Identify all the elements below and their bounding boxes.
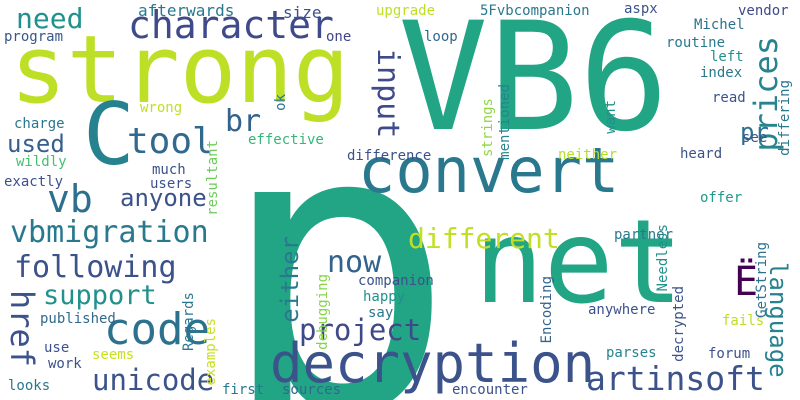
word-examples: examples [203,318,219,386]
word-strings: strings [480,98,496,158]
word-much: much [152,162,186,178]
word-encoding: Encoding [539,276,555,344]
word-vbmigration: vbmigration [10,215,209,250]
word-aspx: aspx [624,1,658,17]
word-loop: loop [424,29,458,45]
word-tool: tool [127,121,214,162]
word-afterwards: afterwards [138,1,235,20]
word-partner: partner [614,227,674,243]
word-say: say [368,305,394,321]
word-net: net [474,195,684,330]
word-input: input [370,48,405,139]
word-work: work [48,356,82,372]
word-left: left [710,49,744,65]
word-anyone: anyone [120,184,207,212]
word-neither: neither [558,147,618,163]
word-vb6: VB6 [398,0,669,165]
word-unicode: unicode [92,363,215,397]
word-needless: Needless [655,224,671,292]
word-forum: forum [708,346,751,362]
word-decrypted: decrypted [671,286,687,362]
word-c: C [83,85,135,185]
word-5fvbcompanion: 5Fvbcompanion [480,3,590,19]
word-fails: fails [722,313,765,329]
word-published: published [40,311,116,327]
word-upgrade: upgrade [376,3,436,19]
word-used: used [7,130,65,158]
word-need: need [16,2,84,35]
word-heard: heard [680,146,723,162]
word-pr: pr [740,118,769,146]
word-routine: routine [666,35,726,51]
word-vb: vb [47,177,93,221]
word-encounter: encounter [452,382,528,398]
word-exactly: exactly [4,174,64,190]
word-mentioned: mentioned [497,84,513,160]
word-first: first [222,382,265,398]
word-support: support [43,280,157,311]
word-differing: differing [777,80,793,156]
word-artinsoft: artinsoft [586,359,765,398]
word-either: either [276,236,304,323]
word-strong: strong [10,16,350,125]
word-wrong: wrong [140,100,183,116]
word-different: different [408,222,560,255]
word-debugging: debugging [315,274,331,350]
word-program: program [4,29,64,45]
word-resultant: resultant [205,140,221,216]
word-one: one [326,29,352,45]
word-seems: seems [92,347,135,363]
word-difference: difference [347,148,432,164]
word-br: br [225,104,262,139]
word-michel: Michel [694,17,745,33]
word-decryption: decryption [270,332,596,395]
word-getstring: GetString [754,242,770,318]
word-ok: ok [273,94,289,111]
word-parses: parses [606,345,657,361]
word-wildly: wildly [16,154,67,170]
word-character: character [128,3,334,47]
word-e-umlaut: Ë [734,259,759,305]
word-offer: offer [700,190,743,206]
word-vendor: vendor [738,3,789,19]
word-following: following [14,250,177,285]
word-language: language [764,262,792,378]
word-want: want [603,100,619,134]
word-index: index [700,65,743,81]
word-convert: convert [358,134,620,207]
word-regards: Regards [181,292,197,352]
word-code: code [104,304,210,355]
word-happy: happy [363,289,406,305]
word-users: users [150,176,193,192]
word-now: now [327,245,382,280]
word-p: p [218,42,456,400]
word-use: use [44,340,70,356]
word-read: read [712,90,746,106]
word-effective: effective [248,132,324,148]
word-href: href [3,290,41,368]
word-size: size [283,3,322,22]
word-companion: companion [358,273,434,289]
word-anywhere: anywhere [588,302,656,318]
word-project: project [299,313,422,347]
word-looks: looks [8,378,51,394]
word-charge: charge [14,116,65,132]
word-sources: sources [282,382,342,398]
word-see: see [742,130,768,146]
